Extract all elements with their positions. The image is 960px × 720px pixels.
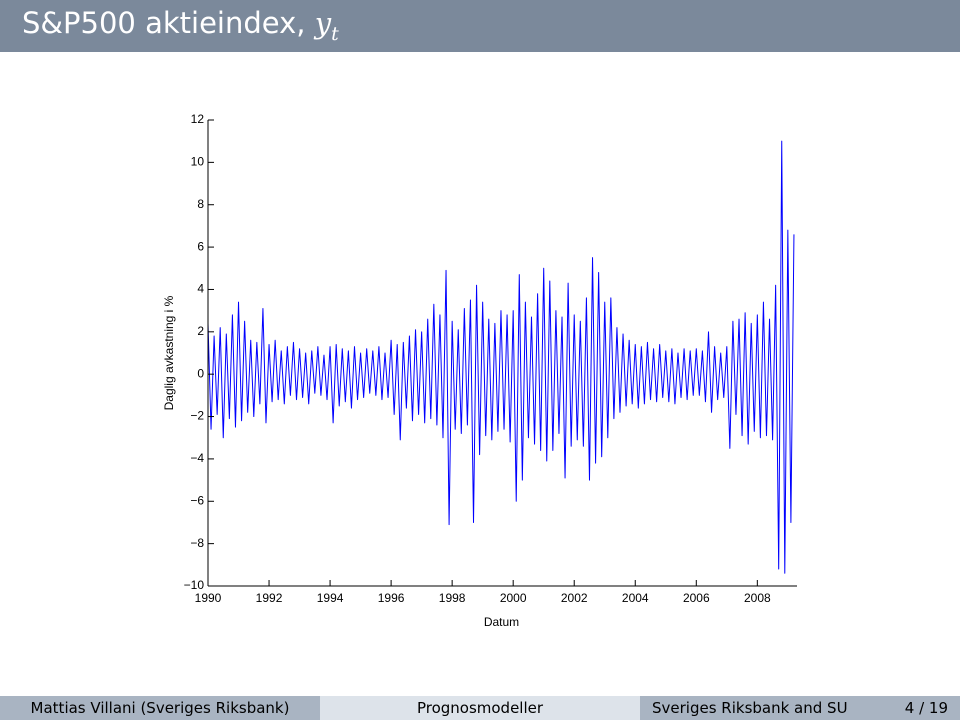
footer-institution: Sveriges Riksbank and SU xyxy=(652,699,848,717)
slide-title: S&P500 aktieindex, yt xyxy=(22,6,339,45)
y-axis-label: Daglig avkastning i % xyxy=(162,295,176,410)
x-tick-label: 2004 xyxy=(622,591,649,605)
title-text: S&P500 aktieindex, xyxy=(22,6,306,40)
y-tick-label: −2 xyxy=(190,409,204,423)
x-axis-label: Datum xyxy=(484,615,519,629)
title-symbol: y xyxy=(314,6,332,40)
x-tick-label: 1992 xyxy=(256,591,283,605)
title-bar: S&P500 aktieindex, yt xyxy=(0,0,960,52)
y-tick-label: 12 xyxy=(191,112,205,126)
y-tick-label: −4 xyxy=(190,451,204,465)
y-tick-label: 8 xyxy=(197,197,204,211)
title-subscript: t xyxy=(331,22,339,45)
x-tick-label: 1990 xyxy=(195,591,222,605)
y-tick-label: 2 xyxy=(197,324,204,338)
footer-page: 4 / 19 xyxy=(904,699,948,717)
x-tick-label: 1994 xyxy=(317,591,344,605)
x-tick-label: 2002 xyxy=(561,591,588,605)
y-tick-label: 6 xyxy=(197,239,204,253)
y-tick-label: −6 xyxy=(190,493,204,507)
y-tick-label: 0 xyxy=(197,366,204,380)
x-tick-label: 1998 xyxy=(439,591,466,605)
chart: −10 −8 −6 −4 −2 0 2 4 6 8 10 12 1990 1992 1994 1996 1998… xyxy=(162,112,797,629)
y-tick-label: 4 xyxy=(197,282,204,296)
x-tick-label: 2008 xyxy=(744,591,771,605)
footer-course: Prognosmodeller xyxy=(320,696,640,720)
footer-author: Mattias Villani (Sveriges Riksbank) xyxy=(0,696,320,720)
return-line xyxy=(207,140,795,574)
footer: Mattias Villani (Sveriges Riksbank) Prog… xyxy=(0,696,960,720)
footer-right: Sveriges Riksbank and SU 4 / 19 xyxy=(640,696,960,720)
y-tick-label: −8 xyxy=(190,536,204,550)
x-tick-label: 2006 xyxy=(683,591,710,605)
x-tick-label: 2000 xyxy=(500,591,527,605)
y-tick-label: 10 xyxy=(191,155,205,169)
x-tick-label: 1996 xyxy=(378,591,405,605)
y-tick-label: −10 xyxy=(184,578,205,592)
